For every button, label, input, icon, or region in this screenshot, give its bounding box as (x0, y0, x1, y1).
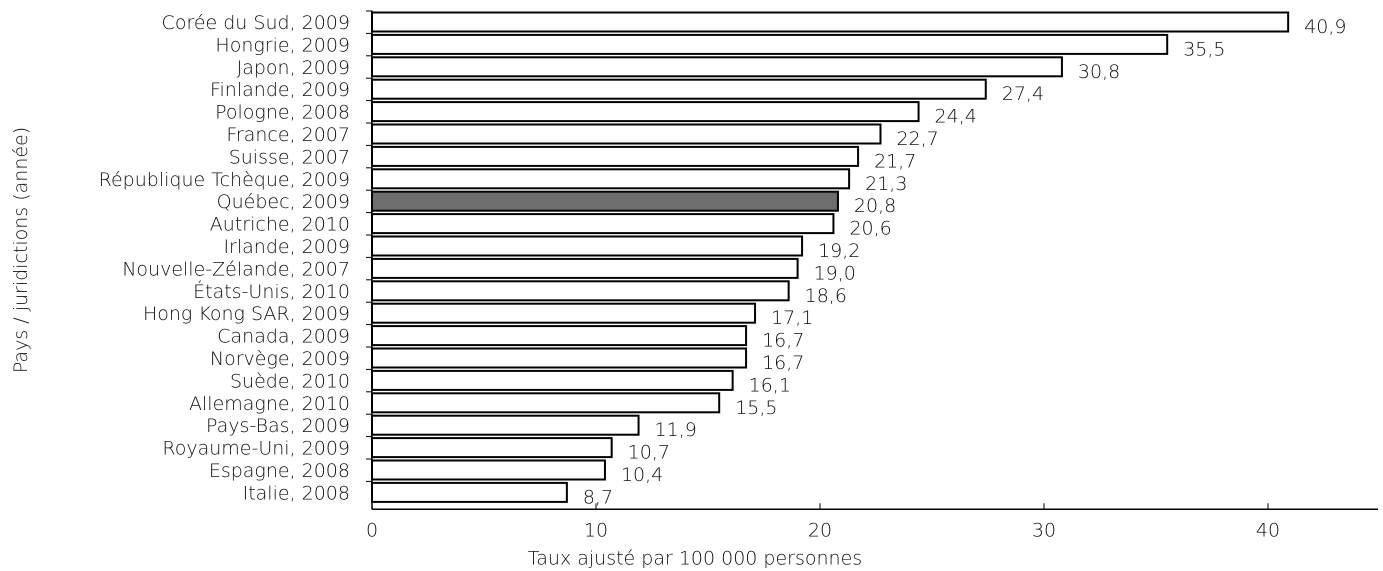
category-label: Suisse, 2007 (229, 146, 350, 168)
bar (371, 145, 860, 167)
value-label: 10,7 (628, 442, 670, 464)
value-label: 40,9 (1304, 16, 1346, 38)
x-tick-label: 10 (584, 519, 608, 541)
category-label: Pologne, 2008 (215, 102, 350, 124)
value-label: 16,7 (762, 352, 804, 374)
bar (371, 257, 799, 279)
category-label: Norvège, 2009 (210, 348, 350, 370)
category-label: Autriche, 2010 (210, 214, 350, 236)
bar (371, 235, 804, 257)
category-label: Irlande, 2009 (223, 236, 350, 258)
y-axis-title: Pays / juridictions (année) (10, 127, 32, 373)
value-label: 16,1 (749, 374, 791, 396)
x-tick-label: 30 (1032, 519, 1056, 541)
value-label: 19,2 (818, 240, 860, 262)
bar (371, 190, 839, 212)
bar (371, 392, 721, 414)
value-label: 30,8 (1078, 61, 1120, 83)
bar (371, 168, 851, 190)
bar (371, 280, 790, 302)
x-tick-label: 0 (366, 519, 378, 541)
value-label: 10,4 (621, 464, 663, 486)
category-label: Italie, 2008 (243, 482, 350, 504)
value-label: 11,9 (655, 419, 697, 441)
value-label: 35,5 (1183, 38, 1225, 60)
value-label: 20,8 (854, 195, 896, 217)
value-label: 19,0 (814, 262, 856, 284)
axes (371, 10, 1378, 511)
value-label: 18,6 (805, 285, 847, 307)
value-label: 27,4 (1002, 83, 1044, 105)
bar (371, 11, 1290, 33)
bar (371, 123, 882, 145)
value-labels: 40,9 35,5 30,8 27,4 24,422,721,721,320,820,6… (583, 16, 1347, 508)
bar (371, 78, 987, 100)
category-label: Japon, 2009 (237, 57, 350, 79)
category-label: États-Unis, 2010 (193, 280, 350, 303)
category-label: République Tchèque, 2009 (99, 169, 350, 191)
category-label: Hongrie, 2009 (215, 34, 350, 56)
x-ticks: 0 10 20 30 40 (366, 10, 1280, 541)
category-label: Corée du Sud, 2009 (162, 12, 350, 34)
value-label: 8,7 (583, 486, 613, 508)
x-axis-title: Taux ajusté par 100 000 personnes (528, 547, 862, 569)
value-label: 24,4 (935, 106, 977, 128)
bar (371, 414, 640, 436)
category-label: France, 2007 (226, 124, 350, 146)
bar (371, 302, 757, 324)
category-label: Royaume-Uni, 2009 (162, 438, 350, 460)
x-tick-label: 40 (1256, 519, 1280, 541)
bar (371, 459, 606, 481)
x-tick-label: 20 (808, 519, 832, 541)
bar (371, 437, 613, 459)
value-label: 17,1 (771, 307, 813, 329)
category-label: Allemagne, 2010 (189, 393, 350, 415)
category-label: Espagne, 2008 (209, 460, 350, 482)
category-label: Québec, 2009 (217, 191, 350, 213)
category-label: Nouvelle-Zélande, 2007 (122, 258, 350, 280)
category-label: Suède, 2010 (230, 370, 350, 392)
bar (371, 325, 748, 347)
category-label: Canada, 2009 (217, 326, 350, 348)
bar (371, 56, 1063, 78)
value-label: 16,7 (762, 330, 804, 352)
value-label: 20,6 (849, 218, 891, 240)
bar (371, 481, 568, 503)
bar (371, 33, 1169, 55)
category-label: Pays-Bas, 2009 (206, 415, 350, 437)
value-label: 15,5 (735, 397, 777, 419)
value-label: 21,7 (874, 150, 916, 172)
category-label: Hong Kong SAR, 2009 (143, 303, 350, 325)
value-label: 22,7 (896, 128, 938, 150)
value-label: 21,3 (865, 173, 907, 195)
bar (371, 347, 748, 369)
category-label: Finlande, 2009 (210, 79, 350, 101)
bar (371, 213, 835, 235)
bar (371, 369, 734, 391)
bar (371, 101, 920, 123)
